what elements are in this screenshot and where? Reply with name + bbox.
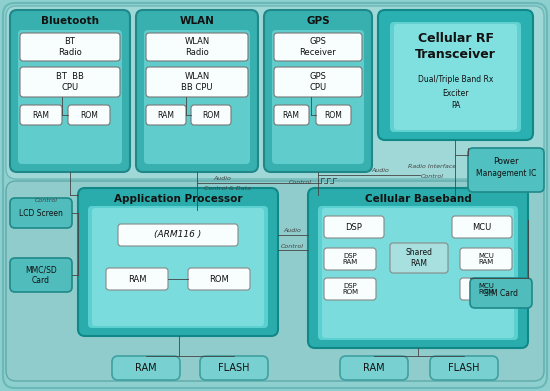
Text: Exciter: Exciter bbox=[442, 88, 469, 97]
FancyBboxPatch shape bbox=[460, 278, 512, 300]
FancyBboxPatch shape bbox=[68, 105, 110, 125]
FancyBboxPatch shape bbox=[274, 33, 362, 61]
Text: LCD Screen: LCD Screen bbox=[19, 208, 63, 217]
Text: WLAN: WLAN bbox=[179, 16, 214, 26]
Text: Control: Control bbox=[35, 197, 58, 203]
Text: PA: PA bbox=[451, 102, 460, 111]
FancyBboxPatch shape bbox=[452, 216, 512, 238]
FancyBboxPatch shape bbox=[272, 30, 364, 164]
Text: FLASH: FLASH bbox=[448, 363, 480, 373]
Text: FLASH: FLASH bbox=[218, 363, 250, 373]
FancyBboxPatch shape bbox=[10, 258, 72, 292]
Text: ROM: ROM bbox=[80, 111, 98, 120]
Text: RAM: RAM bbox=[128, 274, 146, 283]
FancyBboxPatch shape bbox=[18, 30, 122, 164]
FancyBboxPatch shape bbox=[188, 268, 250, 290]
FancyBboxPatch shape bbox=[390, 22, 521, 132]
FancyBboxPatch shape bbox=[324, 278, 376, 300]
Text: MMC/SD
Card: MMC/SD Card bbox=[25, 265, 57, 285]
Text: Power: Power bbox=[493, 158, 519, 167]
FancyBboxPatch shape bbox=[20, 105, 62, 125]
FancyBboxPatch shape bbox=[146, 33, 248, 61]
Text: Audio: Audio bbox=[213, 176, 231, 181]
FancyBboxPatch shape bbox=[274, 67, 362, 97]
Text: Radio Interface: Radio Interface bbox=[408, 165, 456, 170]
Text: RAM: RAM bbox=[135, 363, 157, 373]
FancyBboxPatch shape bbox=[324, 248, 376, 270]
Text: RAM: RAM bbox=[363, 363, 385, 373]
Text: GPS
Receiver: GPS Receiver bbox=[300, 37, 337, 57]
Text: ROM: ROM bbox=[324, 111, 342, 120]
Text: RAM: RAM bbox=[157, 111, 174, 120]
Text: Audio: Audio bbox=[371, 169, 389, 174]
FancyBboxPatch shape bbox=[390, 243, 448, 273]
Text: ROM: ROM bbox=[202, 111, 220, 120]
FancyBboxPatch shape bbox=[264, 10, 372, 172]
Text: Application Processor: Application Processor bbox=[114, 194, 242, 204]
Text: Control & Data: Control & Data bbox=[205, 185, 251, 190]
FancyBboxPatch shape bbox=[10, 198, 72, 228]
FancyBboxPatch shape bbox=[78, 188, 278, 336]
Text: GPS: GPS bbox=[306, 16, 330, 26]
FancyBboxPatch shape bbox=[88, 206, 268, 328]
FancyBboxPatch shape bbox=[144, 30, 250, 164]
Text: Bluetooth: Bluetooth bbox=[41, 16, 99, 26]
Text: GPS
CPU: GPS CPU bbox=[310, 72, 327, 92]
FancyBboxPatch shape bbox=[146, 67, 248, 97]
Text: SIM Card: SIM Card bbox=[484, 289, 518, 298]
Text: BT  BB
CPU: BT BB CPU bbox=[56, 72, 84, 92]
FancyBboxPatch shape bbox=[112, 356, 180, 380]
FancyBboxPatch shape bbox=[146, 105, 186, 125]
Text: DSP
RAM: DSP RAM bbox=[342, 253, 358, 265]
Text: Management IC: Management IC bbox=[476, 170, 536, 179]
FancyBboxPatch shape bbox=[3, 3, 547, 388]
Text: ROM: ROM bbox=[209, 274, 229, 283]
FancyBboxPatch shape bbox=[324, 216, 384, 238]
FancyBboxPatch shape bbox=[136, 10, 258, 172]
Text: RAM: RAM bbox=[32, 111, 50, 120]
FancyBboxPatch shape bbox=[430, 356, 498, 380]
Text: MCU: MCU bbox=[472, 222, 492, 231]
FancyBboxPatch shape bbox=[340, 356, 408, 380]
FancyBboxPatch shape bbox=[378, 10, 533, 140]
Text: Dual/Triple Band Rx: Dual/Triple Band Rx bbox=[418, 75, 493, 84]
FancyBboxPatch shape bbox=[200, 356, 268, 380]
FancyBboxPatch shape bbox=[308, 188, 528, 348]
Text: Control: Control bbox=[421, 174, 443, 179]
FancyBboxPatch shape bbox=[274, 105, 309, 125]
FancyBboxPatch shape bbox=[316, 105, 351, 125]
FancyBboxPatch shape bbox=[470, 278, 532, 308]
Text: (ARM116 ): (ARM116 ) bbox=[155, 231, 202, 240]
Text: Audio: Audio bbox=[283, 228, 301, 233]
Text: Cellular Baseband: Cellular Baseband bbox=[365, 194, 471, 204]
Text: Control: Control bbox=[289, 179, 311, 185]
FancyBboxPatch shape bbox=[20, 33, 120, 61]
Text: Control: Control bbox=[280, 244, 304, 249]
Text: DSP: DSP bbox=[345, 222, 362, 231]
FancyBboxPatch shape bbox=[20, 67, 120, 97]
Text: Transceiver: Transceiver bbox=[415, 47, 496, 61]
Text: MCU
RAM: MCU RAM bbox=[478, 253, 494, 265]
Text: DSP
ROM: DSP ROM bbox=[342, 283, 358, 296]
FancyBboxPatch shape bbox=[118, 224, 238, 246]
FancyBboxPatch shape bbox=[191, 105, 231, 125]
FancyBboxPatch shape bbox=[460, 248, 512, 270]
FancyBboxPatch shape bbox=[92, 208, 264, 326]
FancyBboxPatch shape bbox=[6, 181, 544, 381]
FancyBboxPatch shape bbox=[6, 6, 544, 179]
FancyBboxPatch shape bbox=[318, 206, 518, 340]
FancyBboxPatch shape bbox=[10, 10, 130, 172]
Text: BT
Radio: BT Radio bbox=[58, 37, 82, 57]
FancyBboxPatch shape bbox=[394, 24, 517, 130]
Text: WLAN
Radio: WLAN Radio bbox=[184, 37, 210, 57]
Text: Cellular RF: Cellular RF bbox=[417, 32, 493, 45]
Text: MCU
ROM: MCU ROM bbox=[478, 283, 494, 296]
Text: Shared
RAM: Shared RAM bbox=[405, 248, 432, 268]
Text: RAM: RAM bbox=[283, 111, 300, 120]
Text: WLAN
BB CPU: WLAN BB CPU bbox=[182, 72, 213, 92]
FancyBboxPatch shape bbox=[106, 268, 168, 290]
FancyBboxPatch shape bbox=[322, 208, 514, 338]
FancyBboxPatch shape bbox=[468, 148, 544, 192]
